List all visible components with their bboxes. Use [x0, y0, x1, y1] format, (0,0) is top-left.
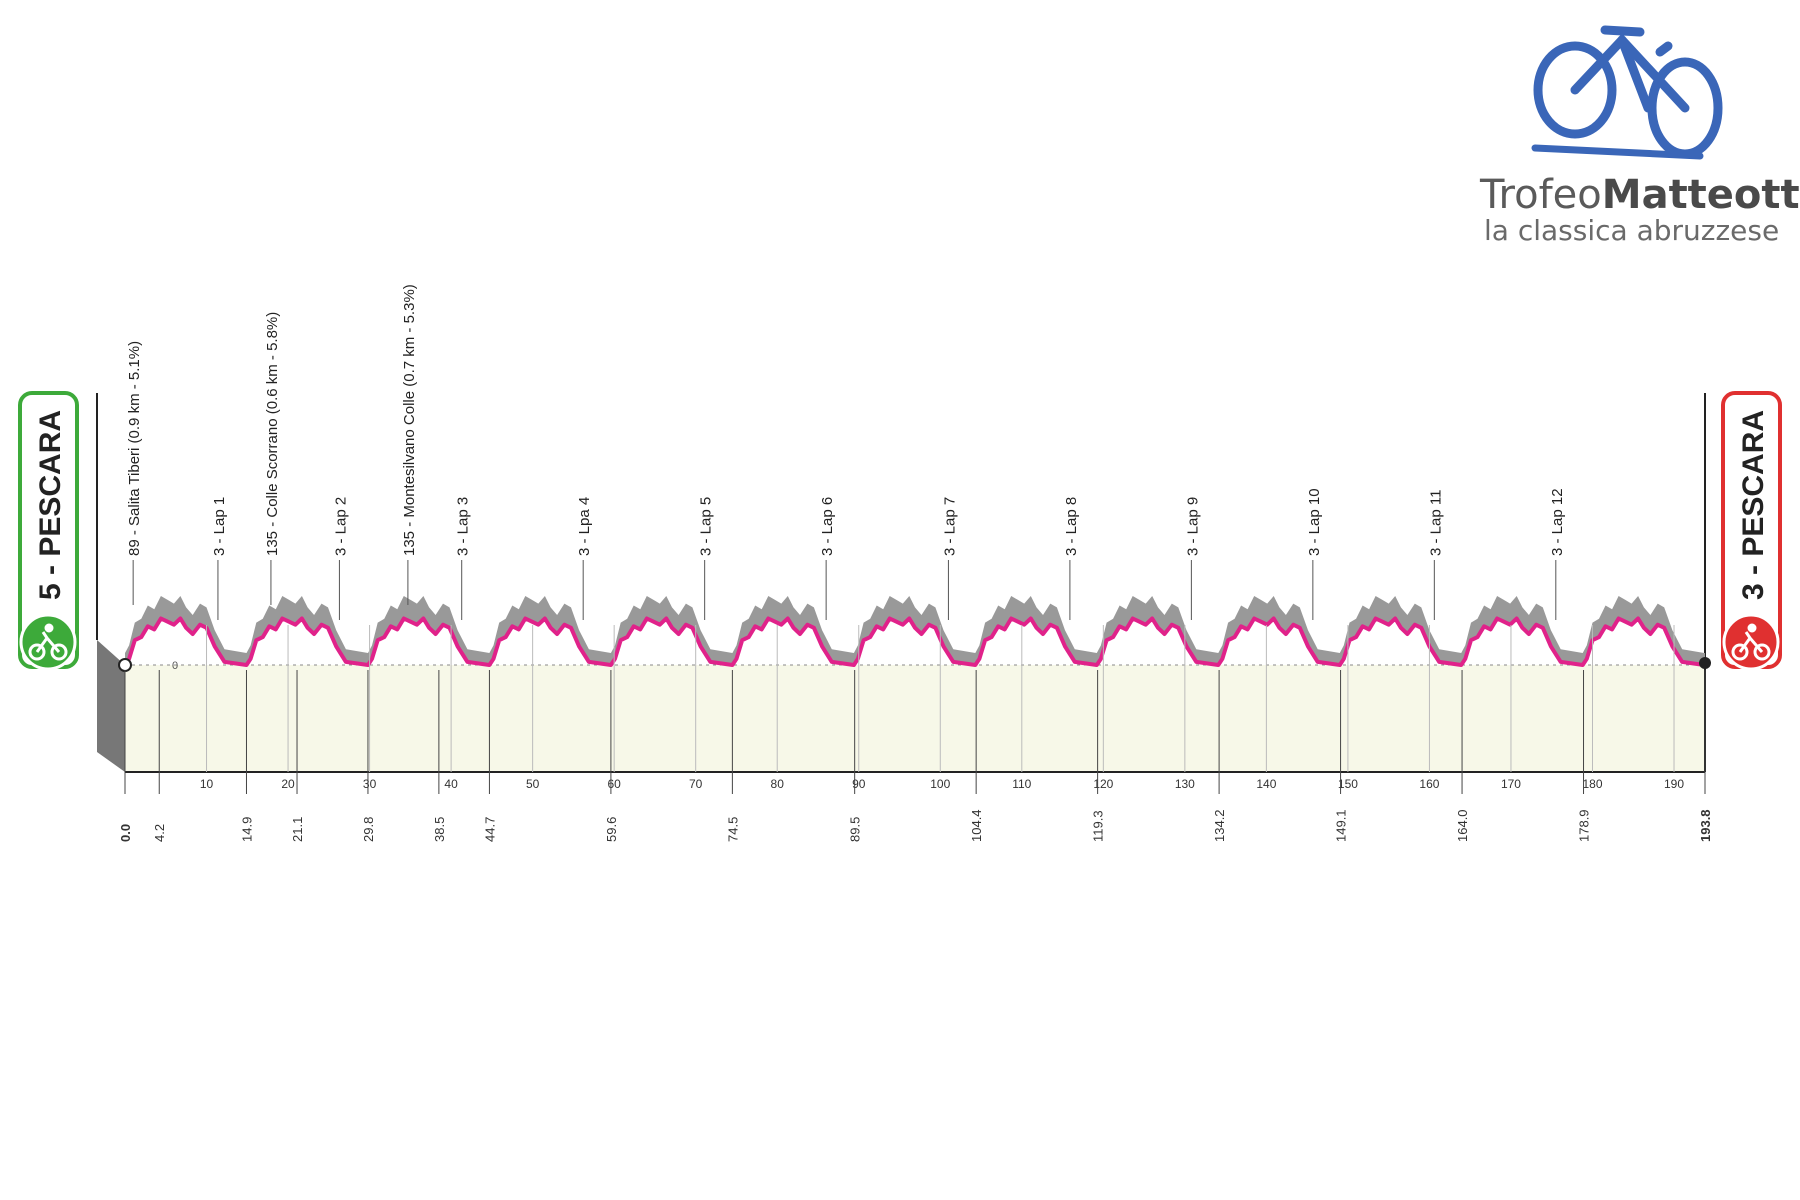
climb-label: 135 - Montesilvano Colle (0.7 km - 5.3%) [401, 284, 418, 556]
cyclist-icon [28, 623, 68, 661]
x-tick-label: 160 [1419, 777, 1439, 791]
km-marker-label: 59.6 [604, 817, 619, 842]
lap-label: 3 - Lap 1 [211, 497, 228, 556]
x-tick-label: 70 [689, 777, 703, 791]
km-marker-label: 0.0 [118, 824, 133, 842]
x-tick-label: 180 [1582, 777, 1602, 791]
km-marker-label: 119.3 [1091, 810, 1106, 842]
km-marker-label: 134.2 [1212, 809, 1227, 842]
x-tick-label: 30 [363, 777, 377, 791]
profile-base: 0 [96, 393, 1706, 773]
bicycle-icon [1531, 25, 1723, 160]
finish-label: 3 - PESCARA [1737, 410, 1770, 600]
lap-label: 3 - Lap 5 [698, 497, 715, 556]
x-tick-label: 90 [852, 777, 866, 791]
lap-label: 3 - Lap 11 [1427, 490, 1444, 556]
km-markers: 0.0 4.2 14.9 21.1 29.8 38.5 44.7 59.6 74.5 89.5 10… [118, 670, 1713, 842]
lap-label: 3 - Lap 6 [819, 497, 836, 556]
lap-label: 3 - Lap 10 [1306, 488, 1323, 556]
lap-label: 3 - Lap 7 [941, 497, 958, 556]
x-tick-label: 130 [1175, 777, 1195, 791]
start-badge: 5 - PESCARA [18, 391, 79, 671]
km-marker-label: 74.5 [725, 817, 740, 842]
x-tick-label: 170 [1501, 777, 1521, 791]
climb-label: 89 - Salita Tiberi (0.9 km - 5.1%) [126, 341, 143, 556]
km-marker-label: 14.9 [239, 817, 254, 842]
logo-brand: TrofeoMatteotti [1479, 172, 1800, 218]
profile-left-wall [97, 640, 125, 772]
km-marker-label: 193.8 [1698, 809, 1713, 842]
x-tick-label: 20 [281, 777, 295, 791]
finish-point [1699, 657, 1711, 669]
profile-line [123, 616, 1707, 667]
climb-and-lap-labels: 89 - Salita Tiberi (0.9 km - 5.1%) 135 - … [126, 284, 1566, 620]
x-tick-label: 190 [1664, 777, 1684, 791]
km-marker-label: 149.1 [1334, 809, 1349, 842]
zero-label: 0 [172, 660, 178, 672]
race-logo: TrofeoMatteotti la classica abruzzese [1479, 25, 1800, 247]
x-axis-ticks: 10 20 30 40 50 60 70 80 90 100 110 120 130 140 150 160 1… [200, 625, 1684, 791]
finish-badge: 3 - PESCARA [1721, 391, 1782, 671]
lap-label: 3 - Lap 2 [332, 497, 349, 556]
km-marker-label: 164.0 [1455, 809, 1470, 842]
x-tick-label: 40 [444, 777, 458, 791]
x-tick-label: 60 [607, 777, 621, 791]
x-tick-label: 140 [1256, 777, 1276, 791]
km-marker-label: 4.2 [152, 824, 167, 842]
km-marker-label: 104.4 [969, 809, 984, 842]
climb-label: 135 - Colle Scorrano (0.6 km - 5.8%) [264, 312, 281, 556]
logo-tagline: la classica abruzzese [1484, 214, 1779, 247]
cyclist-icon [1731, 623, 1771, 661]
lap-label: 3 - Lap 12 [1549, 488, 1566, 556]
lap-label: 3 - Lap 3 [455, 497, 472, 556]
km-marker-label: 178.9 [1577, 809, 1592, 842]
km-marker-label: 29.8 [361, 817, 376, 842]
km-marker-label: 21.1 [290, 817, 305, 842]
km-marker-label: 89.5 [848, 817, 863, 842]
lap-label: 3 - Lpa 4 [576, 497, 593, 556]
lap-label: 3 - Lap 9 [1184, 497, 1201, 556]
x-tick-label: 110 [1012, 777, 1031, 791]
x-tick-label: 100 [930, 777, 950, 791]
x-tick-label: 150 [1338, 777, 1358, 791]
start-label: 5 - PESCARA [34, 410, 67, 600]
x-tick-label: 10 [200, 777, 214, 791]
km-marker-label: 44.7 [482, 817, 497, 842]
elevation-profile [118, 596, 1711, 672]
lap-label: 3 - Lap 8 [1063, 497, 1080, 556]
x-tick-label: 120 [1093, 777, 1113, 791]
profile-base-fill [125, 665, 1705, 772]
x-tick-label: 80 [771, 777, 785, 791]
x-tick-label: 50 [526, 777, 540, 791]
km-marker-label: 38.5 [432, 817, 447, 842]
start-point [118, 658, 132, 672]
